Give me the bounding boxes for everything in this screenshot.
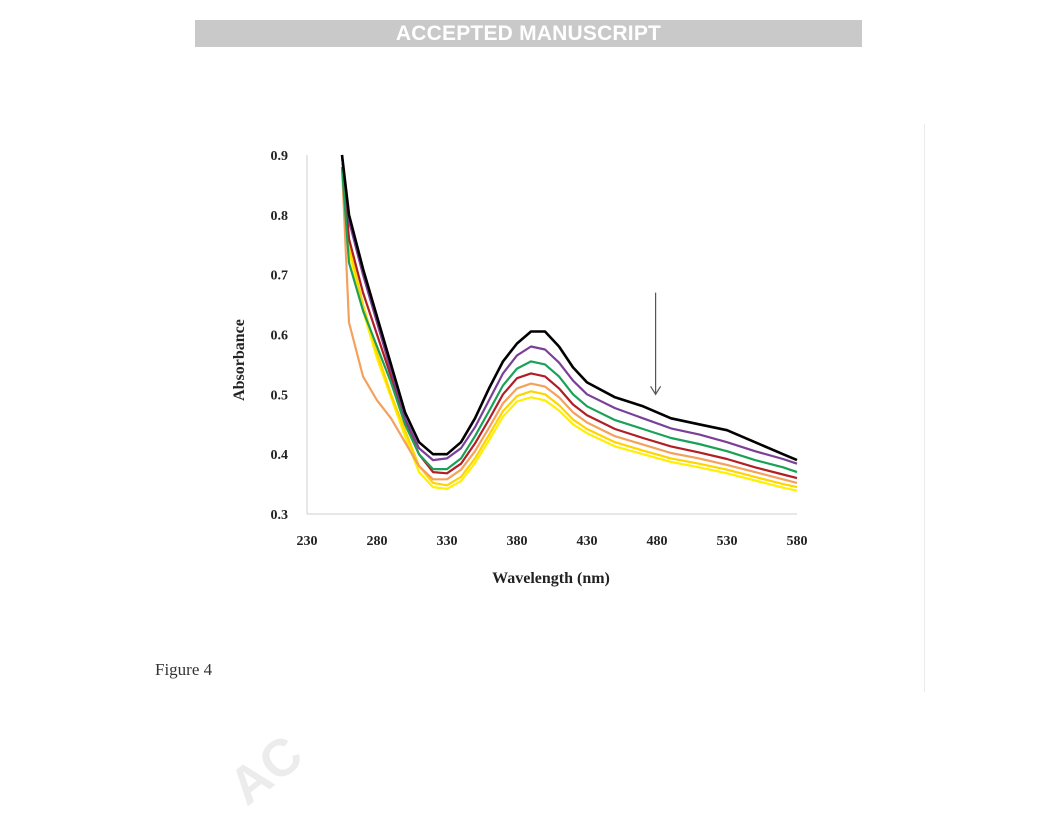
- y-tick-label: 0.8: [271, 209, 289, 224]
- series-line: [340, 154, 798, 465]
- x-tick-labels: 230 280 330 380 430 480 530 580: [297, 534, 808, 549]
- y-tick-label: 0.9: [271, 149, 289, 164]
- x-axis-title: Wavelength (nm): [492, 570, 610, 587]
- arrow-head: [650, 386, 662, 396]
- y-axis-title: Absorbance: [231, 319, 248, 401]
- series-line: [340, 166, 798, 474]
- x-tick-label: 430: [577, 534, 598, 549]
- x-tick-label: 380: [507, 534, 528, 549]
- series-line: [340, 154, 798, 462]
- y-tick-label: 0.5: [271, 388, 289, 403]
- figure-caption: Figure 4: [155, 660, 213, 679]
- page-edge-rule: [924, 124, 925, 692]
- y-tick-labels: 0.3 0.4 0.5 0.6 0.7 0.8 0.9: [271, 149, 289, 523]
- series-lines: [340, 154, 798, 492]
- x-tick-label: 230: [297, 534, 318, 549]
- series-line: [340, 154, 798, 489]
- y-tick-label: 0.7: [271, 269, 289, 284]
- manuscript-banner: ACCEPTED MANUSCRIPT: [195, 20, 862, 47]
- y-tick-label: 0.3: [271, 508, 289, 523]
- x-tick-label: 280: [367, 534, 388, 549]
- x-tick-label: 580: [787, 534, 808, 549]
- annotations: [650, 292, 662, 396]
- series-line: [340, 154, 798, 480]
- series-line: [340, 154, 798, 492]
- x-tick-label: 330: [437, 534, 458, 549]
- y-tick-label: 0.6: [271, 329, 289, 344]
- x-tick-label: 530: [717, 534, 738, 549]
- series-line: [340, 166, 798, 484]
- y-tick-label: 0.4: [271, 448, 289, 463]
- x-tick-label: 480: [647, 534, 668, 549]
